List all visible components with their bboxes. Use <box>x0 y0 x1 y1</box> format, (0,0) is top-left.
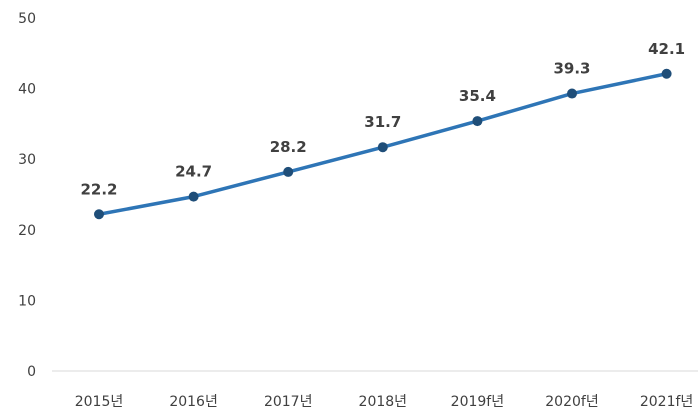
x-tick-label: 2017년 <box>264 394 313 410</box>
x-tick-label: 2021f년 <box>640 394 693 410</box>
data-label: 28.2 <box>270 138 307 156</box>
y-tick-label: 30 <box>18 152 36 168</box>
y-tick-label: 40 <box>18 82 36 98</box>
x-tick-label: 2016년 <box>169 394 218 410</box>
data-label: 22.2 <box>80 180 117 198</box>
data-point <box>567 88 577 99</box>
x-tick-label: 2015년 <box>75 394 124 410</box>
y-tick-label: 20 <box>18 223 36 239</box>
x-tick-label: 2020f년 <box>545 394 598 410</box>
y-tick-label: 10 <box>18 293 36 309</box>
x-tick-label: 2019f년 <box>451 394 504 410</box>
data-point <box>377 142 388 153</box>
data-label: 35.4 <box>459 87 496 105</box>
x-tick-label: 2018년 <box>359 394 408 410</box>
data-point <box>661 68 672 79</box>
y-tick-label: 50 <box>18 11 36 27</box>
data-point <box>283 166 294 177</box>
data-label: 42.1 <box>648 40 685 58</box>
data-label: 31.7 <box>364 113 401 131</box>
data-label: 39.3 <box>553 60 590 78</box>
data-point <box>188 191 199 202</box>
data-label: 24.7 <box>175 163 212 181</box>
data-point <box>472 116 483 127</box>
data-point <box>94 209 104 220</box>
y-tick-label: 0 <box>27 364 36 380</box>
